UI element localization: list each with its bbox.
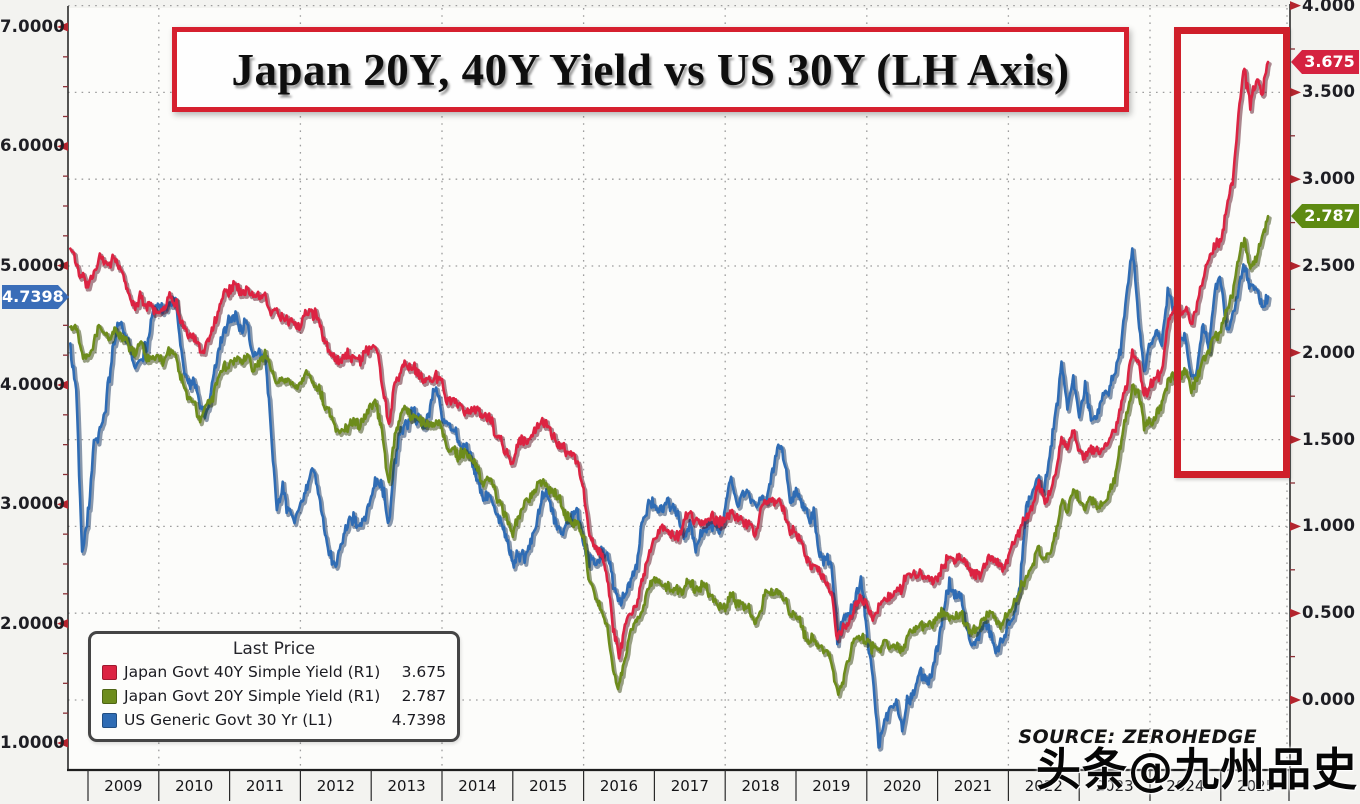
year-label-2010: 2010 bbox=[175, 777, 214, 795]
last-price-badge-jp20y: 2.787 bbox=[1291, 204, 1359, 228]
year-label-2023: 2023 bbox=[1095, 777, 1134, 795]
right-axis-tick-label: 4.000 bbox=[1302, 0, 1356, 15]
legend-series-value: 3.675 bbox=[401, 663, 446, 681]
series-shadow-L1 bbox=[70, 248, 1272, 752]
legend-swatch-icon bbox=[102, 664, 117, 680]
year-label-2019: 2019 bbox=[812, 777, 851, 795]
year-label-2021: 2021 bbox=[953, 777, 993, 795]
legend-swatch-icon bbox=[102, 688, 117, 704]
last-price-badge-jp40y: 3.675 bbox=[1291, 50, 1359, 74]
legend-series-label: US Generic Govt 30 Yr (L1) bbox=[124, 711, 333, 729]
right-axis-tick-label: 1.000 bbox=[1302, 516, 1356, 535]
year-label-2013: 2013 bbox=[387, 777, 426, 795]
watermark: 头条@九州品史 bbox=[1035, 743, 1358, 796]
left-axis-tick-label: 3.0000 bbox=[0, 494, 65, 513]
year-label-2009: 2009 bbox=[104, 777, 143, 795]
legend-swatch-icon bbox=[102, 712, 117, 728]
year-label-2025: 2025 bbox=[1237, 777, 1276, 795]
year-label-2016: 2016 bbox=[599, 777, 639, 795]
legend-series-value: 2.787 bbox=[401, 687, 446, 705]
left-axis-tick-label: 5.0000 bbox=[0, 256, 65, 275]
year-label-2018: 2018 bbox=[741, 777, 780, 795]
year-label-2011: 2011 bbox=[245, 777, 285, 795]
right-axis-tick-label: 3.500 bbox=[1302, 82, 1356, 101]
right-axis-tick-label: 0.500 bbox=[1302, 603, 1356, 622]
legend-row: Japan Govt 20Y Simple Yield (R1) 2.787 bbox=[102, 684, 446, 708]
right-axis-tick-label: 0.000 bbox=[1302, 690, 1356, 709]
left-axis-tick-label: 6.0000 bbox=[0, 136, 65, 155]
left-axis-tick-label: 1.0000 bbox=[0, 733, 65, 752]
right-axis-tick-label: 2.500 bbox=[1302, 256, 1356, 275]
year-label-2024: 2024 bbox=[1166, 777, 1205, 795]
right-axis-tick-label: 1.500 bbox=[1302, 430, 1356, 449]
left-axis-tick-label: 2.0000 bbox=[0, 614, 65, 633]
legend-row: Japan Govt 40Y Simple Yield (R1) 3.675 bbox=[102, 660, 446, 684]
year-label-2022: 2022 bbox=[1024, 777, 1063, 795]
legend-series-label: Japan Govt 40Y Simple Yield (R1) bbox=[124, 663, 381, 681]
left-axis-tick-label: 4.0000 bbox=[0, 375, 65, 394]
chart-title: Japan 20Y, 40Y Yield vs US 30Y (LH Axis) bbox=[231, 44, 1070, 95]
legend-row: US Generic Govt 30 Yr (L1) 4.7398 bbox=[102, 708, 446, 732]
left-axis-tick-label: 7.0000 bbox=[0, 17, 65, 36]
legend-series-value: 4.7398 bbox=[391, 711, 446, 729]
legend-title: Last Price bbox=[232, 639, 316, 659]
year-label-2014: 2014 bbox=[458, 777, 497, 795]
right-axis-tick-label: 3.000 bbox=[1302, 169, 1356, 188]
series-line-us-generic-govt-30-yr bbox=[69, 247, 1270, 749]
legend-rows: Japan Govt 40Y Simple Yield (R1) 3.675 Jap… bbox=[102, 660, 446, 732]
year-label-2020: 2020 bbox=[883, 777, 922, 795]
series-line-japan-govt-40y-simple-yield bbox=[69, 60, 1270, 660]
legend-series-label: Japan Govt 20Y Simple Yield (R1) bbox=[124, 687, 381, 705]
year-label-2012: 2012 bbox=[316, 777, 355, 795]
source-label: SOURCE: ZEROHEDGE bbox=[1018, 726, 1257, 748]
right-axis-tick-label: 2.000 bbox=[1302, 343, 1356, 362]
year-label-2017: 2017 bbox=[670, 777, 709, 795]
year-label-2015: 2015 bbox=[529, 777, 568, 795]
chart-title-box: Japan 20Y, 40Y Yield vs US 30Y (LH Axis) bbox=[172, 27, 1129, 112]
axis-ticks bbox=[57, 1, 1301, 748]
series-line-japan-govt-20y-simple-yield bbox=[69, 214, 1270, 696]
legend: Last Price Japan Govt 40Y Simple Yield (… bbox=[88, 631, 460, 742]
last-price-badge-us30y: 4.7398 bbox=[2, 285, 69, 309]
